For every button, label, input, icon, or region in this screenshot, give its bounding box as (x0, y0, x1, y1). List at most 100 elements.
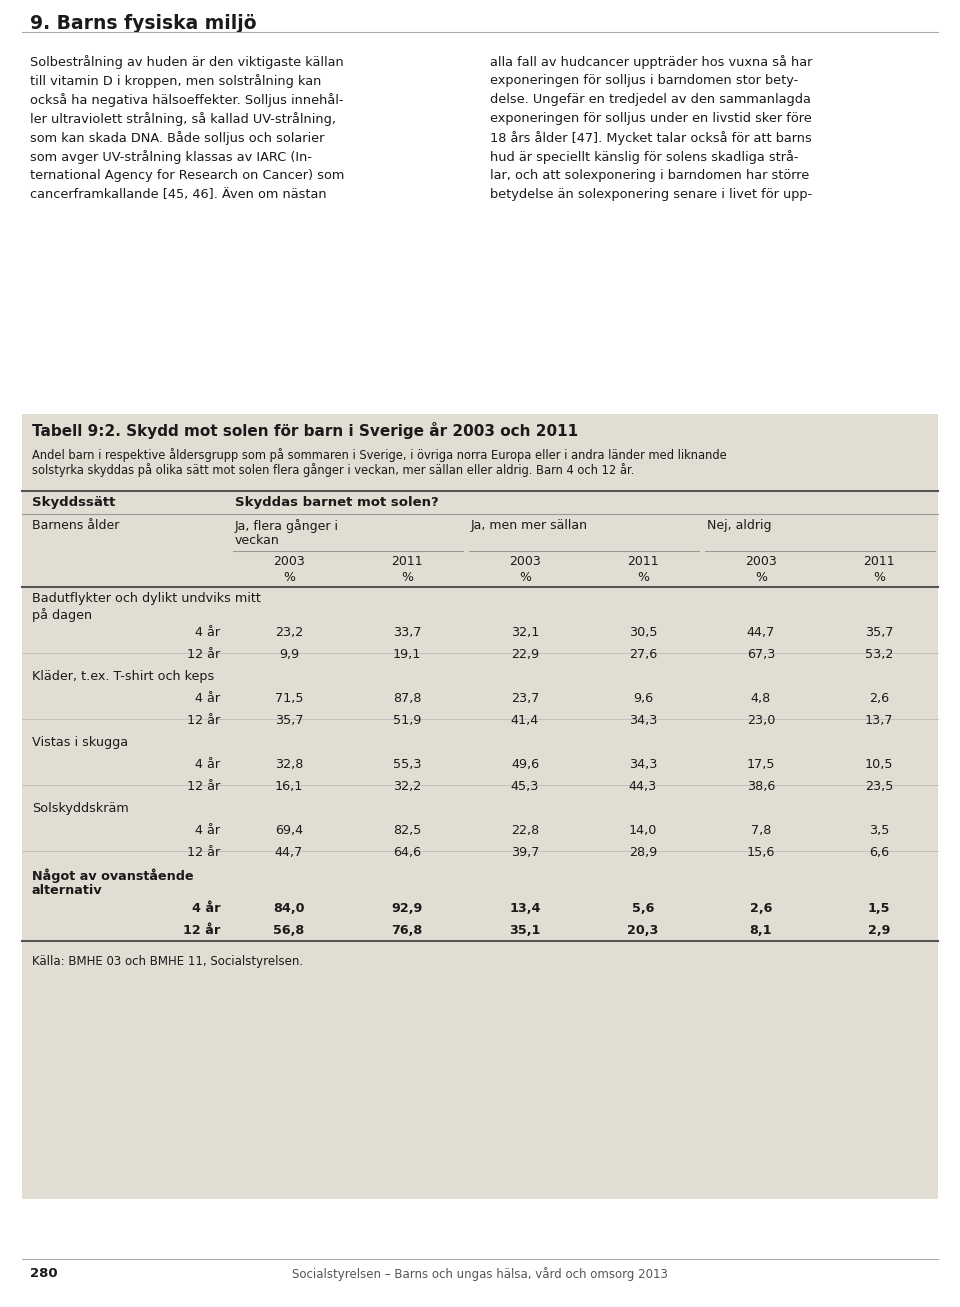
Text: 51,9: 51,9 (393, 714, 421, 727)
Text: 13,7: 13,7 (865, 714, 893, 727)
Text: 34,3: 34,3 (629, 758, 658, 771)
Text: 84,0: 84,0 (274, 902, 304, 915)
Text: 44,3: 44,3 (629, 780, 658, 793)
Text: 44,7: 44,7 (747, 626, 775, 639)
Text: 12 år: 12 år (187, 780, 220, 793)
Text: 16,1: 16,1 (275, 780, 303, 793)
Text: 41,4: 41,4 (511, 714, 540, 727)
Text: 32,2: 32,2 (393, 780, 421, 793)
Text: 9,9: 9,9 (279, 648, 300, 661)
Text: Solbestrålning av huden är den viktigaste källan: Solbestrålning av huden är den viktigast… (30, 55, 344, 69)
Text: 18 års ålder [47]. Mycket talar också för att barns: 18 års ålder [47]. Mycket talar också fö… (490, 131, 812, 145)
Text: 13,4: 13,4 (509, 902, 540, 915)
Text: 2,6: 2,6 (750, 902, 772, 915)
Text: 76,8: 76,8 (392, 924, 422, 937)
Text: hud är speciellt känslig för solens skadliga strå-: hud är speciellt känslig för solens skad… (490, 150, 799, 163)
Text: %: % (755, 571, 767, 584)
Text: alla fall av hudcancer uppträder hos vuxna så har: alla fall av hudcancer uppträder hos vux… (490, 55, 812, 69)
Text: 23,0: 23,0 (747, 714, 775, 727)
Text: 2011: 2011 (391, 555, 422, 569)
Text: 82,5: 82,5 (393, 823, 421, 836)
Text: 4 år: 4 år (195, 626, 220, 639)
Text: veckan: veckan (235, 535, 279, 548)
Text: Andel barn i respektive åldersgrupp som på sommaren i Sverige, i övriga norra Eu: Andel barn i respektive åldersgrupp som … (32, 448, 727, 461)
Text: betydelse än solexponering senare i livet för upp-: betydelse än solexponering senare i live… (490, 188, 812, 201)
Text: Socialstyrelsen – Barns och ungas hälsa, vård och omsorg 2013: Socialstyrelsen – Barns och ungas hälsa,… (292, 1266, 668, 1281)
Text: 30,5: 30,5 (629, 626, 658, 639)
Text: %: % (637, 571, 649, 584)
Text: 35,1: 35,1 (510, 924, 540, 937)
Text: %: % (519, 571, 531, 584)
Text: alternativ: alternativ (32, 884, 103, 897)
Text: 92,9: 92,9 (392, 902, 422, 915)
Text: 2003: 2003 (509, 555, 540, 569)
Text: 4 år: 4 år (195, 758, 220, 771)
Text: 32,1: 32,1 (511, 626, 540, 639)
Text: Skyddssätt: Skyddssätt (32, 495, 115, 508)
Text: 2011: 2011 (627, 555, 659, 569)
Text: 12 år: 12 år (187, 846, 220, 859)
Text: 7,8: 7,8 (751, 823, 771, 836)
Text: 67,3: 67,3 (747, 648, 775, 661)
Text: 20,3: 20,3 (627, 924, 659, 937)
Text: 22,9: 22,9 (511, 648, 540, 661)
Text: 12 år: 12 år (182, 924, 220, 937)
Text: 10,5: 10,5 (865, 758, 893, 771)
Text: som kan skada DNA. Både solljus och solarier: som kan skada DNA. Både solljus och sola… (30, 131, 324, 145)
Text: 12 år: 12 år (187, 714, 220, 727)
Text: 23,2: 23,2 (275, 626, 303, 639)
Text: 1,5: 1,5 (868, 902, 890, 915)
Text: Vistas i skugga: Vistas i skugga (32, 736, 128, 749)
Text: 56,8: 56,8 (274, 924, 304, 937)
Text: 4,8: 4,8 (751, 691, 771, 704)
Text: 44,7: 44,7 (275, 846, 303, 859)
Text: som avger UV-strålning klassas av IARC (In-: som avger UV-strålning klassas av IARC (… (30, 150, 312, 163)
Text: 4 år: 4 år (195, 691, 220, 704)
Text: delse. Ungefär en tredjedel av den sammanlagda: delse. Ungefär en tredjedel av den samma… (490, 93, 811, 106)
Text: 17,5: 17,5 (747, 758, 776, 771)
Text: Badutflykter och dylikt undviks mitt: Badutflykter och dylikt undviks mitt (32, 592, 261, 605)
Text: Nej, aldrig: Nej, aldrig (707, 519, 772, 532)
Text: Solskyddskräm: Solskyddskräm (32, 802, 129, 816)
Text: solstyrka skyddas på olika sätt mot solen flera gånger i veckan, mer sällan elle: solstyrka skyddas på olika sätt mot sole… (32, 463, 635, 477)
Text: 5,6: 5,6 (632, 902, 654, 915)
Text: %: % (873, 571, 885, 584)
Text: exponeringen för solljus i barndomen stor bety-: exponeringen för solljus i barndomen sto… (490, 74, 799, 88)
Text: 2003: 2003 (274, 555, 305, 569)
Text: 39,7: 39,7 (511, 846, 540, 859)
Text: Ja, flera gånger i: Ja, flera gånger i (235, 519, 339, 533)
Text: 71,5: 71,5 (275, 691, 303, 704)
Text: 28,9: 28,9 (629, 846, 658, 859)
Text: 64,6: 64,6 (393, 846, 421, 859)
Text: 15,6: 15,6 (747, 846, 775, 859)
Text: 35,7: 35,7 (275, 714, 303, 727)
Text: 8,1: 8,1 (750, 924, 772, 937)
Text: ternational Agency for Research on Cancer) som: ternational Agency for Research on Cance… (30, 169, 345, 182)
Text: 2003: 2003 (745, 555, 777, 569)
Text: 2011: 2011 (863, 555, 895, 569)
Bar (22, 414, 938, 1199)
Text: %: % (283, 571, 295, 584)
Text: Barnens ålder: Barnens ålder (32, 519, 119, 532)
Text: 2,9: 2,9 (868, 924, 890, 937)
Text: 2,6: 2,6 (869, 691, 889, 704)
Text: 27,6: 27,6 (629, 648, 658, 661)
Text: 69,4: 69,4 (275, 823, 303, 836)
Text: Ja, men mer sällan: Ja, men mer sällan (471, 519, 588, 532)
Text: cancerframkallande [45, 46]. Även om nästan: cancerframkallande [45, 46]. Även om näs… (30, 188, 326, 201)
Text: 6,6: 6,6 (869, 846, 889, 859)
Text: 22,8: 22,8 (511, 823, 540, 836)
Text: 9,6: 9,6 (633, 691, 653, 704)
Text: Något av ovanstående: Något av ovanstående (32, 868, 194, 882)
Text: 53,2: 53,2 (865, 648, 893, 661)
Text: 55,3: 55,3 (393, 758, 421, 771)
Text: 23,5: 23,5 (865, 780, 893, 793)
Text: 38,6: 38,6 (747, 780, 775, 793)
Text: Källa: BMHE 03 och BMHE 11, Socialstyrelsen.: Källa: BMHE 03 och BMHE 11, Socialstyrel… (32, 955, 303, 968)
Text: också ha negativa hälsoeffekter. Solljus innehål-: också ha negativa hälsoeffekter. Solljus… (30, 93, 344, 107)
Text: 35,7: 35,7 (865, 626, 893, 639)
Text: %: % (401, 571, 413, 584)
Text: ler ultraviolett strålning, så kallad UV-strålning,: ler ultraviolett strålning, så kallad UV… (30, 112, 336, 125)
Text: på dagen: på dagen (32, 608, 92, 622)
Text: 3,5: 3,5 (869, 823, 889, 836)
